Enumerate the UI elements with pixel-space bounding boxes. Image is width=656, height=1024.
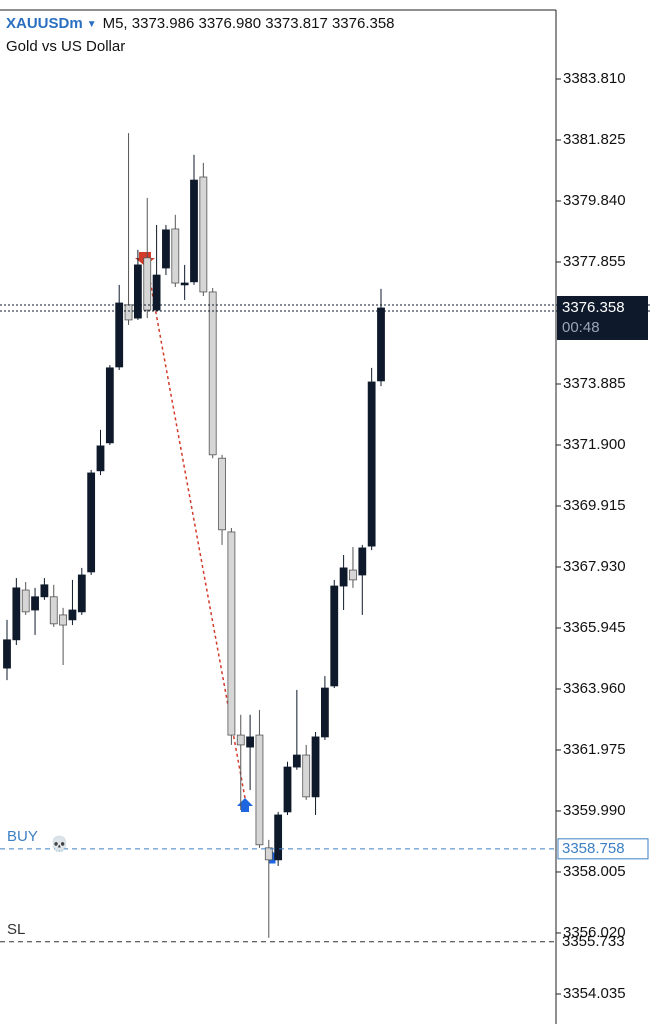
symbol: XAUUSDm: [6, 15, 83, 32]
candle-body: [292, 754, 301, 768]
level-icon: 💀: [50, 835, 69, 853]
candle-body: [133, 264, 142, 319]
candle-body: [311, 736, 320, 798]
candle-body: [49, 596, 58, 625]
candle-body: [339, 567, 348, 587]
y-tick-label: 3356.020: [563, 924, 626, 941]
candle-body: [40, 584, 49, 598]
y-tick-label: 3377.855: [563, 253, 626, 270]
candle-body: [12, 587, 21, 641]
candle-body: [96, 445, 105, 472]
candle-body: [358, 547, 367, 576]
candle-body: [302, 754, 311, 798]
candle-body: [199, 176, 208, 293]
level-name: SL: [7, 921, 25, 938]
candle-body: [162, 229, 170, 269]
candle-body: [367, 381, 376, 547]
level-value: 3355.733: [562, 933, 625, 950]
candle-body: [274, 814, 283, 861]
y-tick-label: 3369.915: [563, 497, 626, 514]
candle-body: [208, 291, 217, 456]
candle-body: [330, 585, 339, 687]
candle-body: [283, 766, 292, 813]
candle-body: [180, 282, 189, 286]
chart-header: XAUUSDm ▼ M5, 3373.986 3376.980 3373.817 3…: [6, 15, 395, 32]
y-tick-label: 3361.975: [563, 741, 626, 758]
candle-body: [320, 687, 329, 738]
y-tick-label: 3363.960: [563, 680, 626, 697]
level-value: 3358.758: [562, 840, 625, 857]
y-tick-label: 3383.810: [563, 70, 626, 87]
candle-body: [68, 609, 77, 621]
candle-body: [190, 179, 198, 283]
candle-body: [152, 274, 161, 311]
chart-subtitle: Gold vs US Dollar: [6, 38, 125, 55]
candle-body: [21, 589, 30, 613]
candle-body: [143, 257, 152, 311]
price-label: 3376.358: [562, 299, 625, 316]
symbol-menu[interactable]: ▼: [87, 19, 97, 30]
candle-body: [377, 307, 385, 382]
y-tick-label: 3367.930: [563, 558, 626, 575]
candle-body: [171, 228, 180, 284]
candle-body: [3, 639, 11, 669]
candle-body: [218, 457, 226, 531]
candle-body: [255, 734, 264, 846]
y-tick-label: 3365.945: [563, 619, 626, 636]
y-tick-label: 3379.840: [563, 192, 626, 209]
candle-body: [87, 472, 96, 573]
timer-label: 00:48: [562, 319, 600, 336]
y-tick-label: 3354.035: [563, 985, 626, 1002]
candle-body: [105, 367, 114, 444]
candle-body: [124, 304, 133, 321]
y-tick-label: 3358.005: [563, 863, 626, 880]
candle-body: [246, 736, 255, 748]
buy-arrow: [237, 798, 253, 812]
price-label-box: [557, 295, 648, 340]
level-label-box: [557, 838, 649, 860]
candle-body: [227, 531, 236, 736]
candle-body: [77, 574, 86, 613]
chart-title: M5, 3373.986 3376.980 3373.817 3376.358: [103, 15, 395, 32]
level-name: BUY: [7, 828, 38, 845]
candle-body: [59, 614, 67, 626]
candle-body: [31, 596, 39, 611]
candle-body: [115, 302, 124, 368]
candle-body: [236, 734, 245, 746]
y-tick-label: 3373.885: [563, 375, 626, 392]
y-tick-label: 3371.900: [563, 436, 626, 453]
candle-body: [264, 847, 273, 861]
y-tick-label: 3381.825: [563, 131, 626, 148]
y-tick-label: 3359.990: [563, 802, 626, 819]
candle-body: [349, 569, 357, 581]
